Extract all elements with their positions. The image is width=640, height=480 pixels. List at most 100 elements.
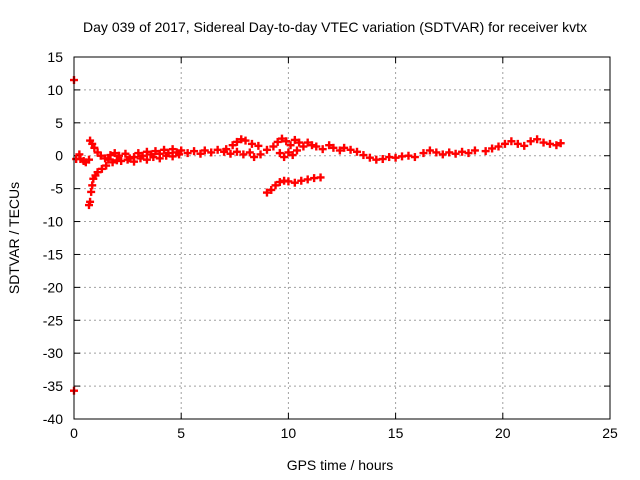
data-point [365,153,374,162]
data-point [262,188,271,197]
data-point [256,150,265,159]
data-point [500,139,509,148]
data-point [290,178,299,187]
data-point [269,142,278,151]
data-point [359,151,368,160]
data-point [307,141,316,150]
data-point [96,151,105,160]
data-point [168,145,177,154]
y-tick-label: -20 [43,279,63,295]
data-point [303,175,312,184]
data-point [340,143,349,152]
data-point [104,155,113,164]
grid [74,57,610,419]
data-point [451,149,460,158]
data-point [196,149,205,158]
data-point [177,146,186,155]
data-point [228,141,237,150]
data-point [378,155,387,164]
y-tick-label: -5 [51,181,64,197]
data-point [267,185,276,194]
data-point [239,150,248,159]
y-tick-label: -25 [43,312,63,328]
data-point [262,145,271,154]
x-tick-label: 15 [388,425,404,441]
data-point [284,177,293,186]
data-point [250,153,259,162]
x-tick-label: 0 [70,425,78,441]
data-point [425,146,434,155]
data-point [102,161,111,170]
data-point [292,146,301,155]
data-point [273,137,282,146]
data-point [245,148,254,157]
data-point [488,144,497,153]
data-point [134,149,143,158]
data-point [168,152,177,161]
data-points [70,76,565,395]
data-point [93,168,102,177]
data-point [232,137,241,146]
data-point [115,151,124,160]
data-point [353,147,362,156]
y-axis-label: SDTVAR / TECUs [6,182,22,294]
y-tick-label: -40 [43,411,63,427]
data-point [90,143,99,152]
data-point [97,164,106,173]
data-point [130,157,139,166]
data-point [136,154,145,163]
data-point [335,146,344,155]
y-tick-label: -35 [43,378,63,394]
data-point [108,158,117,167]
data-point [318,145,327,154]
data-point [86,197,95,206]
y-tick-label: 5 [55,115,63,131]
data-point [226,149,235,158]
data-point [346,145,355,154]
data-point [295,138,304,147]
data-point [316,173,325,182]
data-point [494,142,503,151]
data-point [545,139,554,148]
x-tick-labels: 0 5 10 15 20 25 [70,425,618,441]
data-point [329,143,338,152]
data-point [106,151,115,160]
tick-marks [73,56,611,420]
y-tick-label: 15 [47,49,63,65]
data-point [325,141,334,150]
data-point [241,136,250,145]
data-point [552,141,561,150]
data-point [160,145,169,154]
data-point [458,147,467,156]
x-tick-label: 25 [602,425,618,441]
data-point [142,147,151,156]
data-point [222,145,231,154]
data-point [404,151,413,160]
data-point [207,148,216,157]
data-point [149,153,158,162]
data-point [556,139,565,148]
data-point [190,147,199,156]
x-tick-label: 20 [495,425,511,441]
data-point [290,135,299,144]
x-tick-label: 5 [177,425,185,441]
data-point [110,149,119,158]
y-tick-labels: -40 -35 -30 -25 -20 -15 -10 -5 0 5 10 15 [43,49,63,427]
y-tick-label: -15 [43,246,63,262]
data-point [183,149,192,158]
y-tick-label: 0 [55,148,63,164]
data-point [155,154,164,163]
y-tick-label: -30 [43,345,63,361]
data-point [539,138,548,147]
data-point [121,149,130,158]
data-point [299,142,308,151]
data-point [232,147,241,156]
data-point [254,141,263,150]
data-point [470,146,479,155]
data-point [277,134,286,143]
data-point [117,156,126,165]
plot-frame [73,56,611,420]
data-point [271,181,280,190]
data-point [200,146,209,155]
